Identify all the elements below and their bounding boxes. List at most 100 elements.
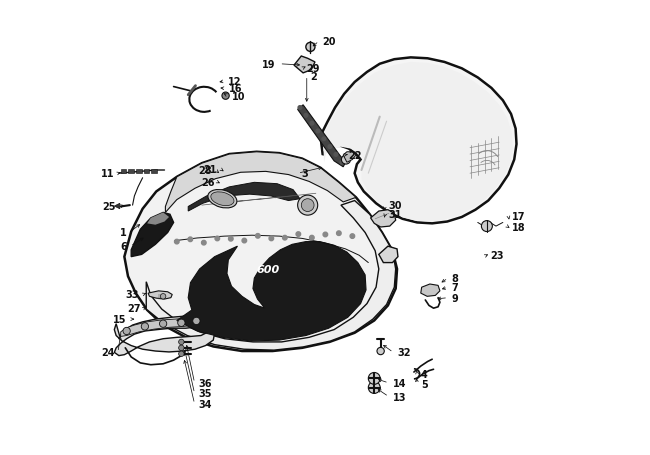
Text: 4: 4	[421, 369, 428, 379]
Circle shape	[159, 320, 167, 328]
Text: 27: 27	[127, 303, 140, 313]
Polygon shape	[124, 152, 397, 351]
Circle shape	[341, 156, 350, 165]
Polygon shape	[146, 201, 396, 350]
Text: 6: 6	[120, 242, 127, 252]
Text: 22: 22	[348, 151, 361, 161]
Text: 26: 26	[201, 178, 214, 188]
Circle shape	[255, 234, 260, 238]
Text: 3: 3	[302, 169, 308, 179]
Text: 35: 35	[198, 389, 212, 399]
Circle shape	[174, 240, 179, 244]
Circle shape	[222, 93, 229, 100]
Polygon shape	[294, 57, 315, 74]
Circle shape	[337, 232, 341, 236]
Text: 29: 29	[306, 64, 319, 74]
Text: 12: 12	[228, 77, 242, 87]
Polygon shape	[322, 63, 513, 222]
Text: |||: |||	[157, 293, 163, 298]
Text: 16: 16	[229, 84, 242, 94]
Polygon shape	[370, 210, 396, 228]
Polygon shape	[188, 183, 300, 212]
Text: 31: 31	[389, 210, 402, 220]
Circle shape	[179, 345, 184, 351]
Ellipse shape	[211, 192, 234, 206]
Polygon shape	[320, 58, 517, 224]
Text: 7: 7	[452, 283, 458, 293]
Circle shape	[302, 199, 314, 212]
Circle shape	[161, 294, 166, 299]
Polygon shape	[421, 284, 440, 297]
Text: 1: 1	[120, 227, 127, 237]
Text: 33: 33	[125, 290, 139, 300]
Circle shape	[188, 238, 192, 242]
Circle shape	[298, 106, 302, 110]
Circle shape	[323, 233, 328, 237]
Circle shape	[215, 237, 220, 241]
Bar	[136, 169, 142, 174]
Circle shape	[298, 196, 318, 216]
Circle shape	[177, 319, 185, 327]
Circle shape	[309, 236, 314, 240]
Circle shape	[269, 237, 274, 241]
Text: 17: 17	[512, 211, 525, 221]
Text: 13: 13	[393, 392, 406, 402]
Circle shape	[296, 233, 300, 237]
Circle shape	[482, 221, 492, 232]
Polygon shape	[165, 152, 356, 213]
Text: 36: 36	[198, 378, 212, 388]
Circle shape	[229, 237, 233, 242]
Text: 5: 5	[421, 379, 428, 389]
Text: 21: 21	[203, 164, 216, 174]
Ellipse shape	[208, 190, 237, 208]
Circle shape	[369, 373, 380, 384]
Text: 18: 18	[512, 222, 526, 233]
Text: 14: 14	[393, 378, 406, 388]
Circle shape	[123, 328, 130, 335]
Text: 19: 19	[262, 60, 276, 70]
Circle shape	[283, 236, 287, 240]
Bar	[151, 169, 157, 174]
Polygon shape	[121, 318, 205, 337]
Circle shape	[340, 161, 344, 165]
Text: 9: 9	[452, 293, 458, 303]
Circle shape	[377, 348, 384, 355]
Text: 10: 10	[231, 91, 245, 101]
Polygon shape	[177, 242, 366, 341]
Circle shape	[350, 234, 355, 239]
Bar	[121, 169, 126, 174]
Text: 25: 25	[103, 202, 116, 212]
Text: 15: 15	[113, 314, 127, 324]
Polygon shape	[147, 213, 169, 225]
Circle shape	[310, 122, 314, 126]
Circle shape	[369, 382, 380, 394]
Bar	[129, 169, 134, 174]
Circle shape	[202, 241, 206, 245]
Polygon shape	[343, 152, 356, 163]
Circle shape	[193, 318, 200, 325]
Circle shape	[306, 43, 315, 52]
Text: 20: 20	[322, 37, 336, 47]
Text: 11: 11	[101, 169, 114, 179]
Circle shape	[322, 138, 326, 142]
Bar	[144, 169, 149, 174]
Circle shape	[328, 146, 332, 149]
Text: 28: 28	[198, 166, 212, 176]
Circle shape	[179, 339, 184, 345]
Text: 8: 8	[452, 273, 459, 283]
Polygon shape	[148, 291, 172, 299]
Text: 32: 32	[397, 348, 411, 358]
Circle shape	[334, 153, 338, 157]
Text: 30: 30	[389, 201, 402, 211]
Circle shape	[316, 130, 320, 133]
Circle shape	[141, 323, 149, 330]
Polygon shape	[114, 315, 214, 356]
Polygon shape	[114, 204, 120, 209]
Polygon shape	[131, 213, 174, 257]
Text: 600: 600	[256, 264, 280, 274]
Text: 34: 34	[198, 399, 212, 409]
Text: 2: 2	[311, 71, 317, 81]
Circle shape	[242, 239, 246, 243]
Circle shape	[179, 351, 184, 357]
Circle shape	[304, 114, 307, 118]
